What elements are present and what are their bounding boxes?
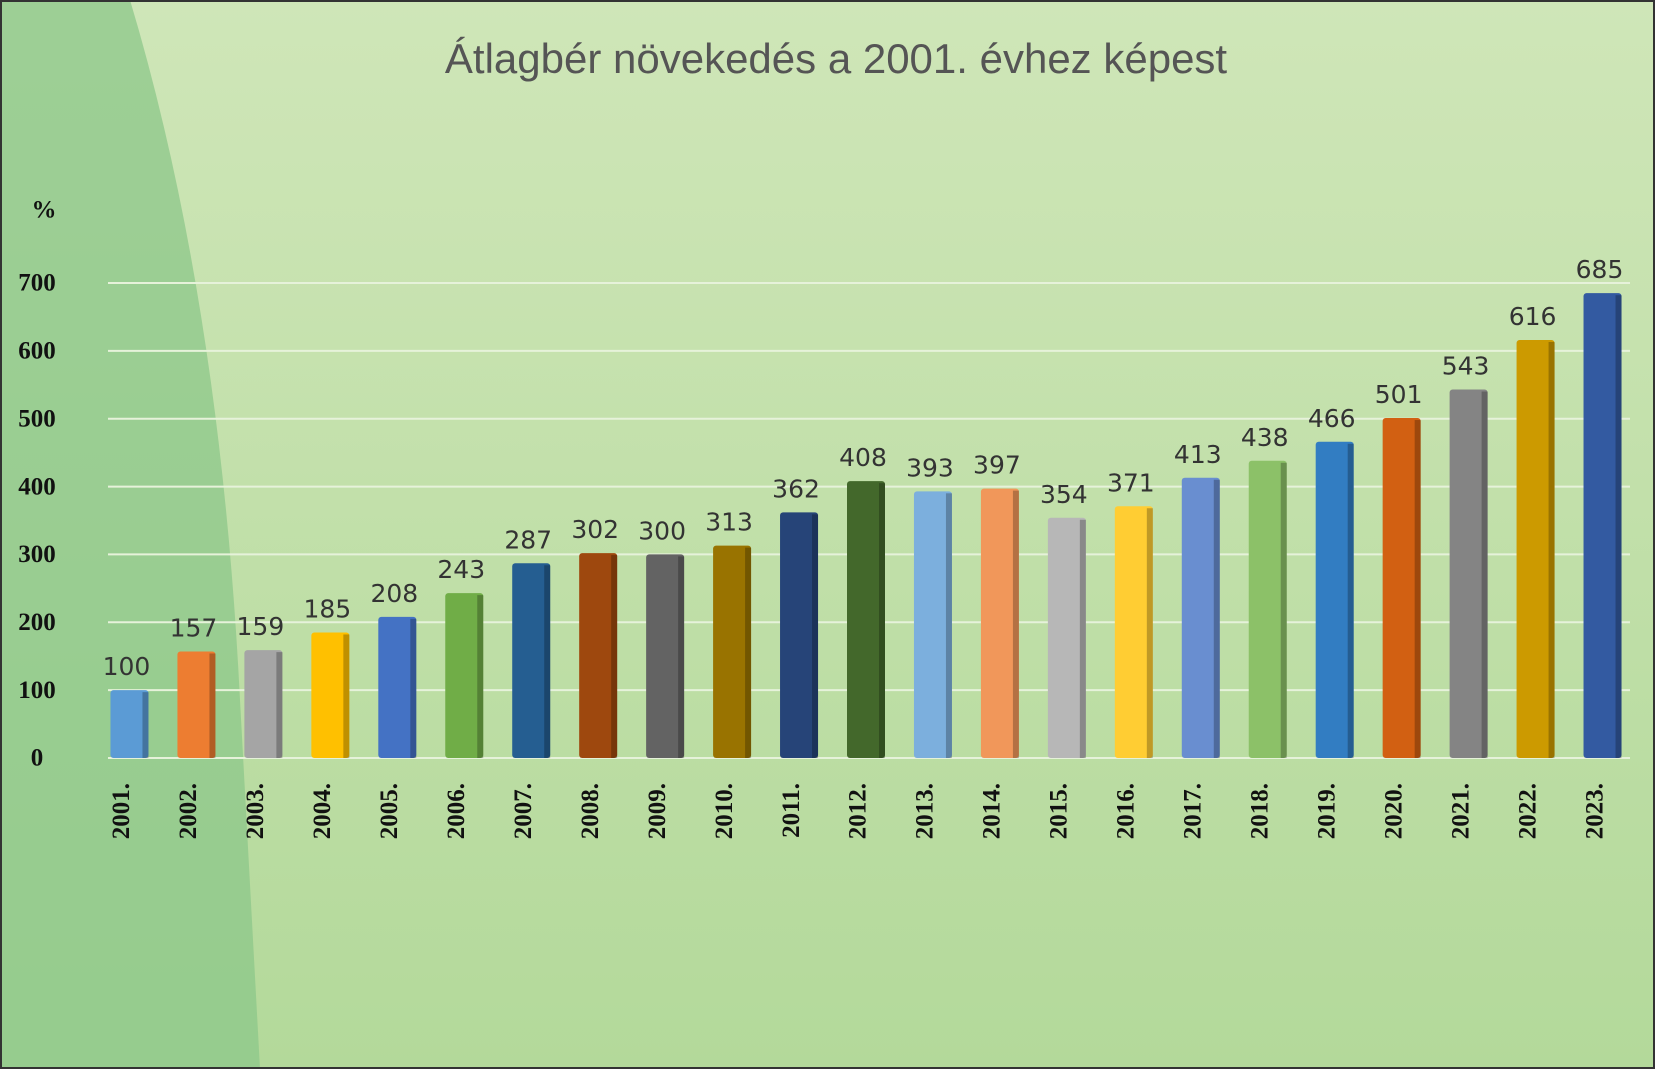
bar-side bbox=[946, 493, 952, 758]
y-tick-label: 700 bbox=[18, 270, 56, 297]
bar-side bbox=[410, 619, 416, 758]
x-tick-label: 2003. bbox=[242, 783, 269, 839]
x-tick-label: 2016. bbox=[1113, 783, 1140, 839]
bar-side bbox=[276, 652, 282, 758]
x-tick-label: 2013. bbox=[912, 783, 939, 839]
value-label: 300 bbox=[638, 516, 686, 545]
value-label: 159 bbox=[237, 612, 285, 641]
value-label: 362 bbox=[772, 474, 820, 503]
x-tick-label: 2007. bbox=[510, 783, 537, 839]
x-tick-label: 2012. bbox=[845, 783, 872, 839]
bar-side bbox=[611, 555, 617, 758]
bar-side bbox=[343, 634, 349, 758]
bar-side bbox=[1281, 463, 1287, 758]
x-tick-label: 2017. bbox=[1180, 783, 1207, 839]
x-tick-label: 2008. bbox=[577, 783, 604, 839]
x-tick-label: 2018. bbox=[1246, 783, 1273, 839]
bar-side bbox=[678, 556, 684, 758]
x-tick-label: 2011. bbox=[778, 783, 805, 838]
value-label: 157 bbox=[170, 613, 218, 642]
x-tick-label: 2020. bbox=[1380, 783, 1407, 839]
value-label: 313 bbox=[705, 508, 753, 537]
bar-side bbox=[1214, 480, 1220, 758]
bar-side bbox=[1415, 420, 1421, 758]
x-tick-label: 2006. bbox=[443, 783, 470, 839]
value-label: 616 bbox=[1509, 302, 1557, 331]
value-label: 371 bbox=[1107, 468, 1155, 497]
bar-side bbox=[1013, 491, 1019, 758]
x-tick-label: 2004. bbox=[309, 783, 336, 839]
bar-side bbox=[1080, 520, 1086, 758]
value-label: 466 bbox=[1308, 404, 1356, 433]
bar-side bbox=[1482, 392, 1488, 758]
page: Átlagbér növekedés a 2001. évhez képest … bbox=[0, 0, 1655, 1069]
x-tick-label: 2023. bbox=[1581, 783, 1608, 839]
bar-side bbox=[544, 565, 550, 758]
value-label: 208 bbox=[370, 579, 418, 608]
y-tick-label: 500 bbox=[18, 405, 56, 432]
value-label: 100 bbox=[103, 652, 151, 681]
bar-side bbox=[812, 514, 818, 758]
value-label: 438 bbox=[1241, 423, 1289, 452]
bar-side bbox=[477, 595, 483, 758]
x-tick-label: 2014. bbox=[979, 783, 1006, 839]
value-label: 243 bbox=[437, 555, 485, 584]
x-tick-label: 2005. bbox=[376, 783, 403, 839]
y-tick-label: 0 bbox=[31, 745, 44, 772]
y-tick-label: 400 bbox=[18, 473, 56, 500]
value-label: 287 bbox=[504, 525, 552, 554]
value-label: 302 bbox=[571, 515, 619, 544]
bar-side bbox=[1549, 342, 1555, 758]
bar-side bbox=[142, 692, 148, 758]
value-label: 408 bbox=[839, 443, 887, 472]
x-tick-label: 2009. bbox=[644, 783, 671, 839]
value-label: 185 bbox=[303, 594, 351, 623]
bar-side bbox=[1616, 295, 1622, 758]
value-label: 501 bbox=[1375, 380, 1423, 409]
bar-side bbox=[1348, 444, 1354, 758]
value-label: 413 bbox=[1174, 440, 1222, 469]
bar-side bbox=[745, 548, 751, 758]
y-tick-label: 600 bbox=[18, 338, 56, 365]
x-tick-label: 2002. bbox=[175, 783, 202, 839]
y-tick-label: 200 bbox=[18, 609, 56, 636]
chart: Átlagbér növekedés a 2001. évhez képest … bbox=[0, 0, 1655, 1069]
y-tick-label: 100 bbox=[18, 677, 56, 704]
bar-side bbox=[1147, 508, 1153, 758]
value-label: 393 bbox=[906, 453, 954, 482]
value-label: 685 bbox=[1576, 255, 1624, 284]
x-tick-label: 2022. bbox=[1514, 783, 1541, 839]
y-axis-label: % bbox=[32, 197, 57, 224]
value-label: 397 bbox=[973, 451, 1021, 480]
chart-title: Átlagbér növekedés a 2001. évhez képest bbox=[445, 35, 1228, 82]
bar-side bbox=[209, 653, 215, 758]
x-tick-label: 2015. bbox=[1046, 783, 1073, 839]
x-tick-label: 2021. bbox=[1447, 783, 1474, 839]
x-tick-label: 2001. bbox=[108, 783, 135, 839]
x-tick-label: 2010. bbox=[711, 783, 738, 839]
value-label: 543 bbox=[1442, 352, 1490, 381]
y-tick-label: 300 bbox=[18, 541, 56, 568]
value-label: 354 bbox=[1040, 480, 1088, 509]
x-tick-label: 2019. bbox=[1313, 783, 1340, 839]
bar-side bbox=[879, 483, 885, 758]
